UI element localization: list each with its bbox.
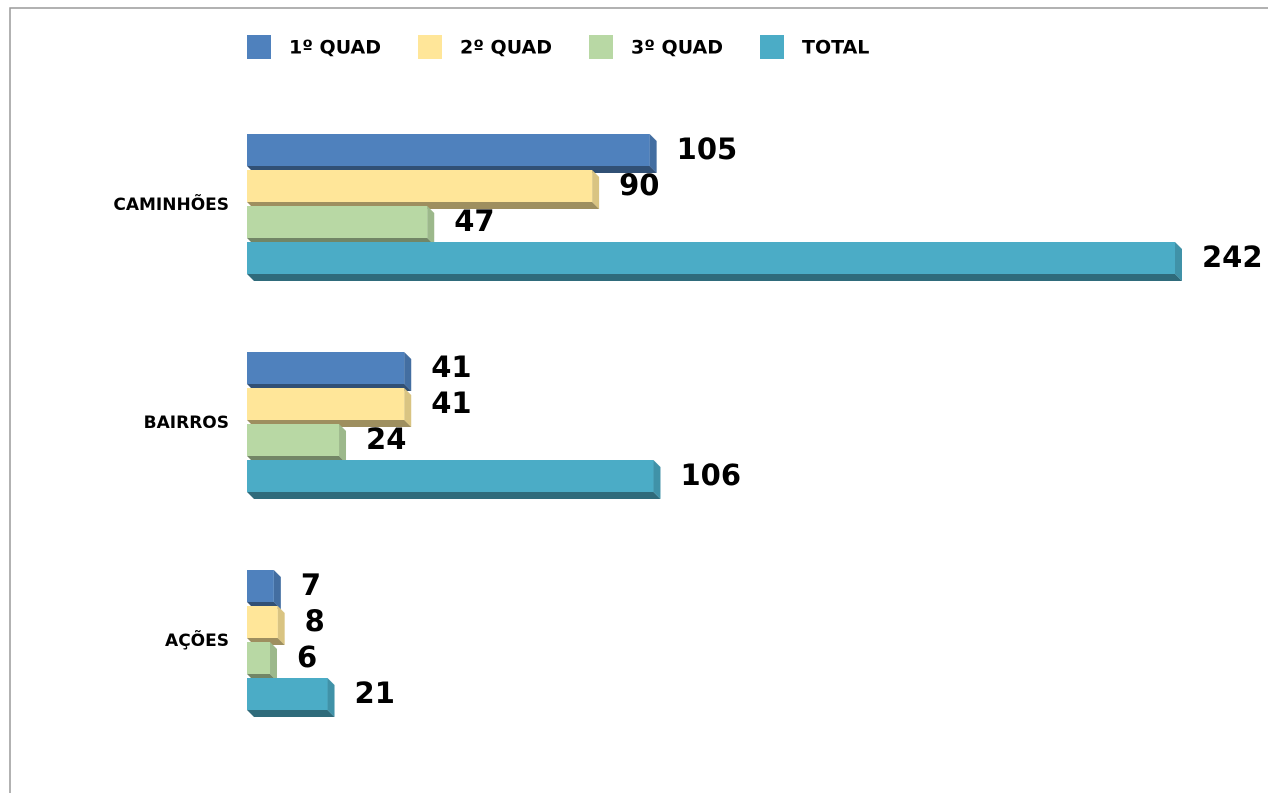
bar	[247, 606, 278, 638]
bar	[247, 424, 340, 456]
bar	[247, 242, 1175, 274]
value-label: 106	[680, 458, 741, 492]
bar-side	[277, 606, 285, 645]
category-label: AÇÕES	[165, 628, 229, 651]
bar-bottom	[247, 274, 1182, 281]
bar-bottom	[247, 710, 335, 717]
bar	[247, 206, 428, 238]
bar	[247, 352, 405, 384]
value-label: 6	[297, 640, 317, 674]
legend-swatch	[418, 35, 442, 59]
legend-label: 3º QUAD	[631, 37, 723, 59]
bar-side	[273, 570, 281, 609]
value-label: 105	[677, 132, 738, 166]
legend-swatch	[247, 35, 271, 59]
bar-side	[1175, 242, 1182, 281]
bar-side	[339, 424, 347, 463]
bar-side	[327, 678, 335, 717]
bar-side	[404, 388, 412, 427]
value-label: 47	[454, 204, 494, 238]
value-label: 7	[301, 568, 321, 602]
bar-side	[404, 352, 412, 391]
bar	[247, 678, 328, 710]
frame	[9, 7, 1268, 793]
category-label: CAMINHÕES	[113, 192, 229, 215]
bar-side	[649, 134, 657, 173]
value-label: 90	[619, 168, 659, 202]
value-label: 242	[1202, 240, 1263, 274]
legend-label: TOTAL	[802, 37, 869, 59]
bar	[247, 388, 405, 420]
legend-swatch	[589, 35, 613, 59]
value-label: 41	[431, 386, 471, 420]
bar-side	[427, 206, 435, 245]
value-label: 8	[305, 604, 325, 638]
bar-side	[653, 460, 661, 499]
legend-label: 2º QUAD	[460, 37, 552, 59]
bar-side	[270, 642, 278, 681]
value-label: 24	[366, 422, 406, 456]
value-label: 41	[431, 350, 471, 384]
bar	[247, 460, 654, 492]
bar-side	[592, 170, 600, 209]
legend-label: 1º QUAD	[289, 37, 381, 59]
bar	[247, 170, 593, 202]
bar	[247, 570, 274, 602]
bar	[247, 134, 650, 166]
category-label: BAIRROS	[144, 413, 229, 433]
value-label: 21	[355, 676, 395, 710]
bar-bottom	[247, 492, 661, 499]
legend-swatch	[760, 35, 784, 59]
bar	[247, 642, 271, 674]
